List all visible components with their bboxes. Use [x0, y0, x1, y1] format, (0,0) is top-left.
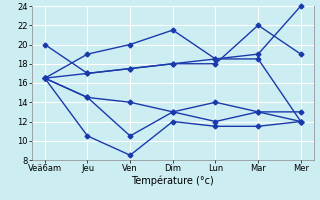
X-axis label: Température (°c): Température (°c): [132, 176, 214, 186]
